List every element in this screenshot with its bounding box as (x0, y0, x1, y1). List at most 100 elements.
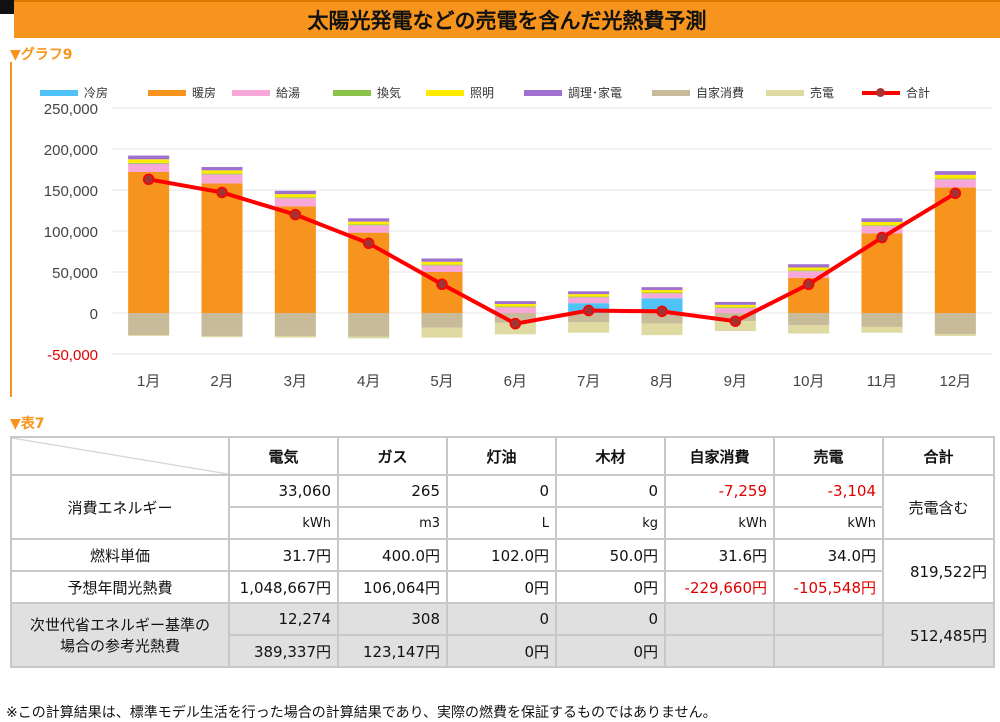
next-gen-label-line2: 場合の参考光熱費 (59, 637, 180, 655)
bar-segment (934, 313, 976, 335)
bar-segment (274, 335, 316, 338)
legend-label: 照明 (470, 86, 495, 100)
bar-segment (568, 297, 610, 304)
bar-segment (274, 197, 316, 199)
bar-segment (274, 194, 316, 198)
bar-segment (714, 307, 756, 309)
bar-segment (788, 264, 830, 268)
y-tick-label: 250,000 (44, 101, 98, 118)
unit-price-value: 31.7円 (228, 538, 339, 572)
bar-segment (274, 206, 316, 313)
bar-segment (274, 313, 316, 336)
bar-segment (861, 326, 903, 333)
x-tick-label: 6月 (504, 373, 527, 390)
bar-segment (568, 322, 610, 333)
legend-item: 冷房 (40, 84, 108, 101)
next-gen-empty-cell (664, 634, 775, 668)
energy-cost-table: 電気 ガス 灯油 木材 自家消費 売電 合計 消費エネルギー 33,060 26… (10, 436, 995, 668)
total-marker (142, 173, 155, 186)
bar-segment (128, 163, 170, 172)
bar-segment (348, 218, 390, 222)
legend-swatch (40, 89, 78, 96)
bar-segment (714, 308, 756, 313)
bar-segment (861, 225, 903, 227)
bar-segment (128, 162, 170, 164)
total-marker (656, 305, 668, 318)
bar-segment (128, 335, 170, 336)
header-total: 合計 (882, 436, 995, 476)
header-diagonal-cell (10, 436, 230, 476)
legend-label: 給湯 (276, 86, 301, 100)
legend-swatch (232, 89, 270, 96)
energy-unit: kWh (228, 506, 339, 540)
bar-segment (128, 155, 170, 160)
total-marker (876, 231, 888, 244)
y-tick-label: 200,000 (44, 142, 98, 159)
next-gen-empty-cell (664, 602, 775, 636)
energy-value: -7,259 (664, 474, 775, 508)
bar-segment (494, 306, 536, 308)
legend-label: 合計 (906, 86, 931, 100)
chart-area: -50,000 0 50,000 100,000 150,000 200,000 250,0… (10, 62, 1000, 397)
bar-segment (494, 307, 536, 313)
total-marker (216, 186, 228, 199)
x-tick-label: 4月 (357, 373, 380, 390)
table-row: 燃料単価 31.7円 400.0円 102.0円 50.0円 31.6円 34.… (10, 538, 995, 604)
y-tick-label: 150,000 (44, 183, 98, 200)
bar-segment (348, 221, 390, 225)
bar-segment (934, 179, 976, 188)
legend-label: 調理･家電 (568, 86, 623, 100)
header-electricity: 電気 (228, 436, 339, 476)
x-tick-label: 9月 (724, 373, 747, 390)
energy-value: -3,104 (773, 474, 884, 508)
row-label-energy: 消費エネルギー (10, 474, 230, 540)
header-kerosene: 灯油 (446, 436, 557, 476)
legend-item: 売電 (766, 84, 834, 101)
header-self-consumption: 自家消費 (664, 436, 775, 476)
legend-swatch (524, 89, 562, 96)
legend-item: 合計 (862, 84, 930, 101)
table-row: 389,337円 123,147円 0円 0円 (11, 634, 994, 668)
next-gen-value: 12,274 (228, 602, 339, 636)
annual-cost-value: -229,660円 (664, 570, 775, 604)
x-tick-label: 8月 (650, 373, 673, 390)
bar-segment (128, 159, 170, 163)
legend-label: 売電 (810, 86, 835, 100)
x-tick-label: 11月 (867, 373, 898, 390)
legend-swatch (766, 89, 804, 96)
total-marker (436, 278, 448, 291)
bar-segment (641, 293, 683, 299)
annual-cost-value: 0円 (555, 570, 666, 604)
bar-segment (421, 327, 463, 338)
bar-segment (201, 174, 243, 184)
page-title: 太陽光発電などの売電を含んだ光熱費予測 (14, 0, 1000, 38)
bar-segment (348, 225, 390, 233)
energy-unit: kg (555, 506, 666, 540)
row-label-unit-price: 燃料単価 (10, 538, 230, 572)
x-tick-label: 7月 (577, 373, 600, 390)
bar-segment (934, 171, 976, 175)
bar-segment (494, 301, 536, 304)
annual-cost-value: 0円 (446, 570, 557, 604)
bar-segment (128, 171, 170, 313)
table-label: ▼表7 (10, 416, 45, 432)
total-marker (582, 304, 595, 317)
bar-segment (201, 183, 243, 313)
unit-price-value: 50.0円 (555, 538, 666, 572)
legend-swatch (426, 89, 464, 96)
bar-segment (788, 267, 830, 271)
legend-item: 照明 (426, 84, 494, 101)
bar-segment (861, 313, 903, 327)
bar-segment (568, 294, 610, 297)
energy-unit: kWh (664, 506, 775, 540)
bar-segment (201, 167, 243, 171)
unit-price-value: 31.6円 (664, 538, 775, 572)
next-gen-cost: 389,337円 (228, 634, 339, 668)
bar-segment (861, 221, 903, 226)
bar-segment (934, 334, 976, 336)
bar-segment (788, 325, 830, 334)
x-tick-label: 12月 (939, 373, 971, 390)
annual-cost-value: -105,548円 (773, 570, 884, 604)
table-row: 消費エネルギー 33,060 265 0 0 -7,259 -3,104 売電含… (10, 474, 995, 540)
bar-segment (348, 313, 390, 337)
